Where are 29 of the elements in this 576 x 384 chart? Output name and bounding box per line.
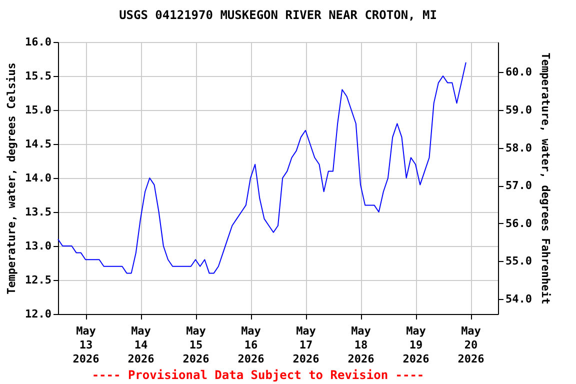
x-tick-label: May 14 2026 (128, 324, 155, 366)
x-tick-label: May 18 2026 (348, 324, 375, 366)
x-tick-label: May 13 2026 (72, 324, 100, 366)
y-tick-label: 12.0 (25, 308, 52, 320)
x-tick-label: May 15 2026 (182, 324, 210, 366)
y-tick-label: 16.0 (25, 36, 52, 48)
y2-tick-label: 56.0 (506, 216, 532, 230)
x-tick-label: May 19 2026 (402, 324, 430, 366)
y-axis-title: Temperature, water, degrees Celsius (5, 62, 18, 294)
x-tick-label: May 17 2026 (292, 324, 320, 366)
x-tick-label: May 20 2026 (458, 324, 485, 366)
y2-tick-label: 54.0 (506, 292, 532, 306)
y-tick-label: 13.5 (25, 206, 52, 218)
line-series (58, 62, 466, 274)
y2-axis-title: Temperature, water, degrees Fahrenheit (538, 52, 552, 304)
y2-tick-label: 58.0 (506, 141, 532, 154)
y2-tick-label: 60.0 (506, 66, 532, 79)
y2-tick-label: 59.0 (506, 104, 532, 116)
y-tick-label: 15.5 (25, 70, 52, 82)
chart-title: USGS 04121970 MUSKEGON RIVER NEAR CROTON, MI (119, 8, 437, 22)
y-tick-label: 14.5 (25, 138, 52, 150)
text: ---- Provisional Data Subject to Revision ---- (92, 368, 424, 382)
y2-tick-label: 57.0 (506, 179, 532, 192)
y-tick-label: 15.0 (25, 104, 52, 116)
y-tick-label: 13.0 (25, 240, 52, 252)
x-tick-label: May 16 2026 (238, 324, 265, 366)
y2-tick-label: 55.0 (506, 254, 532, 268)
y-tick-label: 14.0 (25, 172, 52, 184)
y-tick-label: 12.5 (25, 274, 52, 286)
